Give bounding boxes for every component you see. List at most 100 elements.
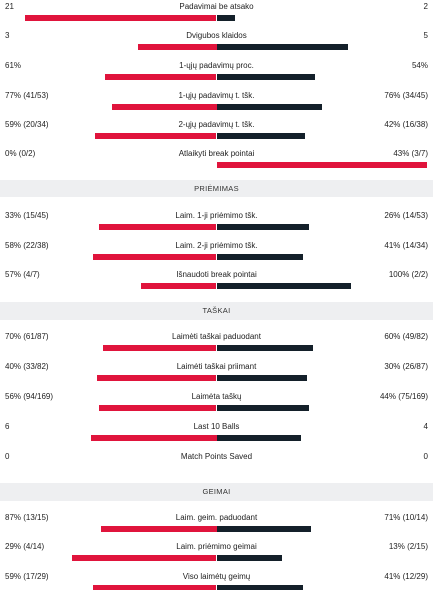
stat-home-value: 77% (41/53) xyxy=(5,91,49,100)
stat-label: Laim. 2-ji priėmimo tšk. xyxy=(175,241,258,250)
stat-away-value: 5 xyxy=(423,31,428,40)
stat-away-value: 0 xyxy=(423,452,428,461)
stat-away-value: 100% (2/2) xyxy=(388,270,428,279)
section-header: TAŠKAI xyxy=(0,302,433,320)
home-share-bar xyxy=(111,104,217,110)
stat-row: 77% (41/53) 1-ųjų padavimų t. tšk. 76% (34… xyxy=(0,91,433,119)
stat-home-value: 40% (33/82) xyxy=(5,362,49,371)
away-share-bar xyxy=(216,435,301,441)
stat-away-value: 26% (14/53) xyxy=(384,211,428,220)
stat-row: 59% (17/29) Viso laimėtų geimų 41% (12/29) xyxy=(0,572,433,590)
away-share-bar xyxy=(216,224,309,230)
stat-label: Laimėti taškai priimant xyxy=(176,362,257,371)
stat-row: 6 Last 10 Balls 4 xyxy=(0,422,433,450)
home-share-bar xyxy=(98,405,217,411)
stat-away-value: 41% (12/29) xyxy=(384,572,428,581)
stat-row: 40% (33/82) Laimėti taškai priimant 30% (2… xyxy=(0,362,433,390)
stat-away-value: 41% (14/34) xyxy=(384,241,428,250)
stat-away-value: 44% (75/169) xyxy=(379,392,428,401)
stat-away-value: 43% (3/7) xyxy=(393,149,428,158)
stat-row: 61% 1-ųjų padavimų proc. 54% xyxy=(0,61,433,89)
stat-away-value: 13% (2/15) xyxy=(388,542,428,551)
home-share-bar xyxy=(105,74,217,80)
stat-home-value: 3 xyxy=(5,31,10,40)
away-share-bar xyxy=(216,555,282,561)
away-share-bar xyxy=(216,162,427,168)
stat-home-value: 0% (0/2) xyxy=(5,149,36,158)
home-share-bar xyxy=(94,133,217,139)
home-share-bar xyxy=(101,526,217,532)
stat-label: Atlaikyti break pointai xyxy=(178,149,255,158)
away-share-bar xyxy=(216,254,303,260)
stat-home-value: 59% (17/29) xyxy=(5,572,49,581)
stat-away-value: 42% (16/38) xyxy=(384,120,428,129)
stat-away-value: 2 xyxy=(423,2,428,11)
stat-label: Padavimai be atsako xyxy=(179,2,254,11)
home-share-bar xyxy=(140,283,217,289)
stat-label: Laim. geim. paduodant xyxy=(175,513,258,522)
stat-label: Laim. 1-ji priėmimo tšk. xyxy=(175,211,258,220)
stat-home-value: 70% (61/87) xyxy=(5,332,49,341)
home-share-bar xyxy=(25,15,217,21)
away-share-bar xyxy=(216,133,305,139)
stat-home-value: 21 xyxy=(5,2,14,11)
stat-home-value: 33% (15/45) xyxy=(5,211,49,220)
away-share-bar xyxy=(216,375,307,381)
stat-label: Laim. priėmimo geimai xyxy=(176,542,257,551)
stat-label: Laimėti taškai paduodant xyxy=(172,332,261,341)
stat-label: Dvigubos klaidos xyxy=(186,31,247,40)
stat-row: 58% (22/38) Laim. 2-ji priėmimo tšk. 41% (… xyxy=(0,241,433,269)
home-share-bar xyxy=(98,224,217,230)
away-share-bar xyxy=(216,44,348,50)
away-share-bar xyxy=(216,74,316,80)
stat-home-value: 57% (4/7) xyxy=(5,270,40,279)
stat-home-value: 6 xyxy=(5,422,10,431)
away-share-bar xyxy=(216,405,309,411)
stat-label: 1-ųjų padavimų t. tšk. xyxy=(178,91,255,100)
stat-row: 0% (0/2) Atlaikyti break pointai 43% (3/7) xyxy=(0,149,433,177)
stat-row: 21 Padavimai be atsako 2 xyxy=(0,2,433,30)
stat-home-value: 61% xyxy=(5,61,22,70)
home-share-bar xyxy=(71,555,217,561)
home-share-bar xyxy=(96,375,217,381)
away-share-bar xyxy=(216,585,303,590)
stat-row: 56% (94/169) Laimėta taškų 44% (75/169) xyxy=(0,392,433,420)
stat-away-value: 30% (26/87) xyxy=(384,362,428,371)
stat-home-value: 87% (13/15) xyxy=(5,513,49,522)
stat-home-value: 58% (22/38) xyxy=(5,241,49,250)
stat-label: Viso laimėtų geimų xyxy=(182,572,251,581)
stat-row: 70% (61/87) Laimėti taškai paduodant 60% (… xyxy=(0,332,433,360)
away-share-bar xyxy=(216,15,236,21)
stat-row: 33% (15/45) Laim. 1-ji priėmimo tšk. 26% (… xyxy=(0,211,433,239)
stat-label: Match Points Saved xyxy=(180,452,253,461)
stat-row: 59% (20/34) 2-ųjų padavimų t. tšk. 42% (16… xyxy=(0,120,433,148)
stat-home-value: 56% (94/169) xyxy=(5,392,54,401)
away-share-bar xyxy=(216,104,322,110)
stat-label: Laimėta taškų xyxy=(191,392,242,401)
stat-label: Last 10 Balls xyxy=(193,422,240,431)
home-share-bar xyxy=(90,435,217,441)
home-share-bar xyxy=(92,254,217,260)
away-share-bar xyxy=(216,283,351,289)
home-share-bar xyxy=(92,585,217,590)
away-share-bar xyxy=(216,526,311,532)
stat-row: 0 Match Points Saved 0 xyxy=(0,452,433,480)
stat-label: 2-ųjų padavimų t. tšk. xyxy=(178,120,255,129)
stat-row: 57% (4/7) Išnaudoti break pointai 100% (2/… xyxy=(0,270,433,298)
stat-label: Išnaudoti break pointai xyxy=(176,270,257,279)
stat-row: 87% (13/15) Laim. geim. paduodant 71% (10/… xyxy=(0,513,433,541)
stat-away-value: 71% (10/14) xyxy=(384,513,428,522)
stat-away-value: 60% (49/82) xyxy=(384,332,428,341)
home-share-bar xyxy=(137,44,217,50)
stat-away-value: 4 xyxy=(423,422,428,431)
home-share-bar xyxy=(103,345,217,351)
section-header: GEIMAI xyxy=(0,483,433,501)
stat-home-value: 29% (4/14) xyxy=(5,542,45,551)
stat-row: 3 Dvigubos klaidos 5 xyxy=(0,31,433,59)
stat-label: 1-ųjų padavimų proc. xyxy=(179,61,254,70)
section-header: PRIĖMIMAS xyxy=(0,180,433,197)
away-share-bar xyxy=(216,345,314,351)
stat-row: 29% (4/14) Laim. priėmimo geimai 13% (2/15… xyxy=(0,542,433,570)
stat-away-value: 76% (34/45) xyxy=(384,91,428,100)
